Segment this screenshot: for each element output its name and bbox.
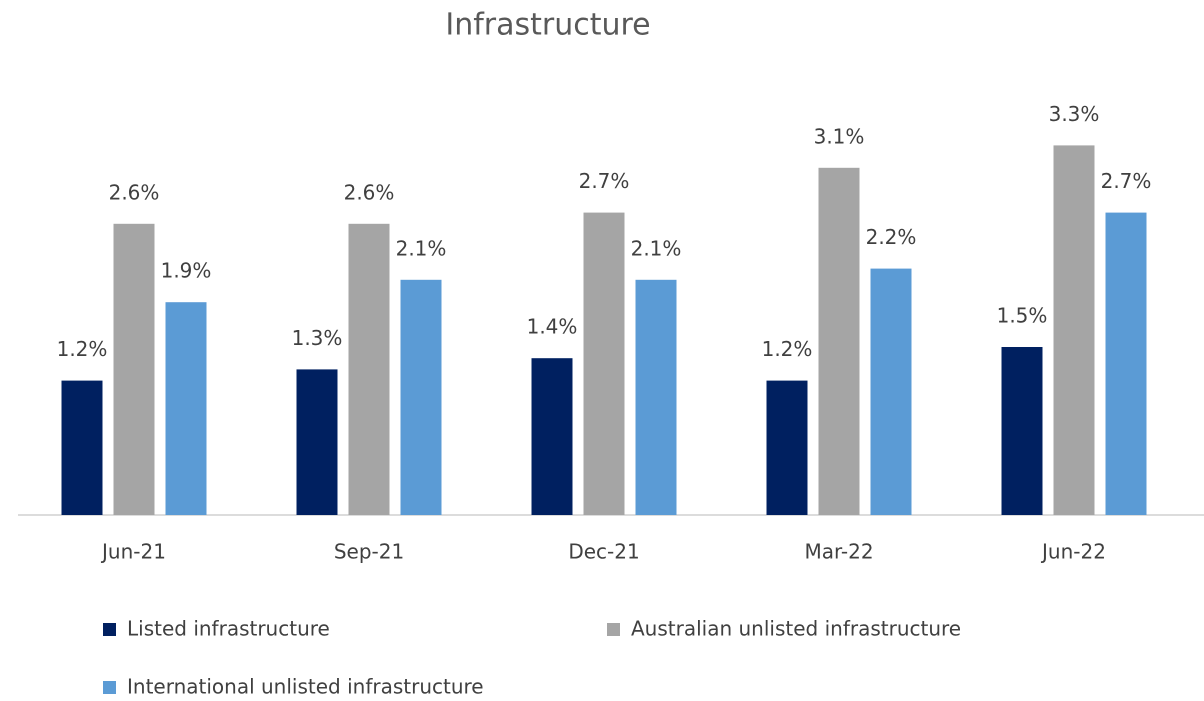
data-label: 2.1% — [631, 236, 682, 260]
bar — [766, 380, 808, 515]
bar — [531, 358, 573, 515]
data-label: 1.3% — [292, 326, 343, 350]
bar — [635, 279, 677, 515]
legend-label: Listed infrastructure — [127, 617, 330, 641]
bar — [870, 268, 912, 515]
bar — [165, 302, 207, 515]
legend-label: Australian unlisted infrastructure — [631, 617, 961, 641]
data-label: 1.5% — [997, 304, 1048, 328]
bar — [583, 212, 625, 515]
bar — [1105, 212, 1147, 515]
legend-swatch — [607, 623, 620, 636]
x-tick-label: Dec-21 — [568, 540, 639, 564]
data-label: 2.7% — [1101, 169, 1152, 193]
bar — [400, 279, 442, 515]
data-label: 3.3% — [1049, 102, 1100, 126]
bar — [1001, 347, 1043, 515]
chart-title: Infrastructure — [445, 8, 650, 43]
x-tick-label: Sep-21 — [334, 540, 404, 564]
data-label: 2.6% — [109, 180, 160, 204]
bar — [1053, 145, 1095, 515]
data-label: 1.9% — [161, 259, 212, 283]
data-label: 1.4% — [527, 315, 578, 339]
data-label: 1.2% — [57, 337, 108, 361]
x-tick-label: Jun-21 — [100, 540, 166, 564]
data-label: 2.7% — [579, 169, 630, 193]
data-label: 2.6% — [344, 180, 395, 204]
bar — [61, 380, 103, 515]
x-tick-label: Jun-22 — [1040, 540, 1106, 564]
legend-label: International unlisted infrastructure — [127, 675, 484, 699]
data-label: 2.2% — [866, 225, 917, 249]
bar — [818, 167, 860, 516]
data-label: 3.1% — [814, 124, 865, 148]
data-label: 2.1% — [396, 236, 447, 260]
bar — [296, 369, 338, 515]
x-tick-label: Mar-22 — [804, 540, 873, 564]
data-label: 1.2% — [762, 337, 813, 361]
bar — [348, 223, 390, 516]
legend-swatch — [103, 623, 116, 636]
bar — [113, 223, 155, 516]
legend-swatch — [103, 681, 116, 694]
